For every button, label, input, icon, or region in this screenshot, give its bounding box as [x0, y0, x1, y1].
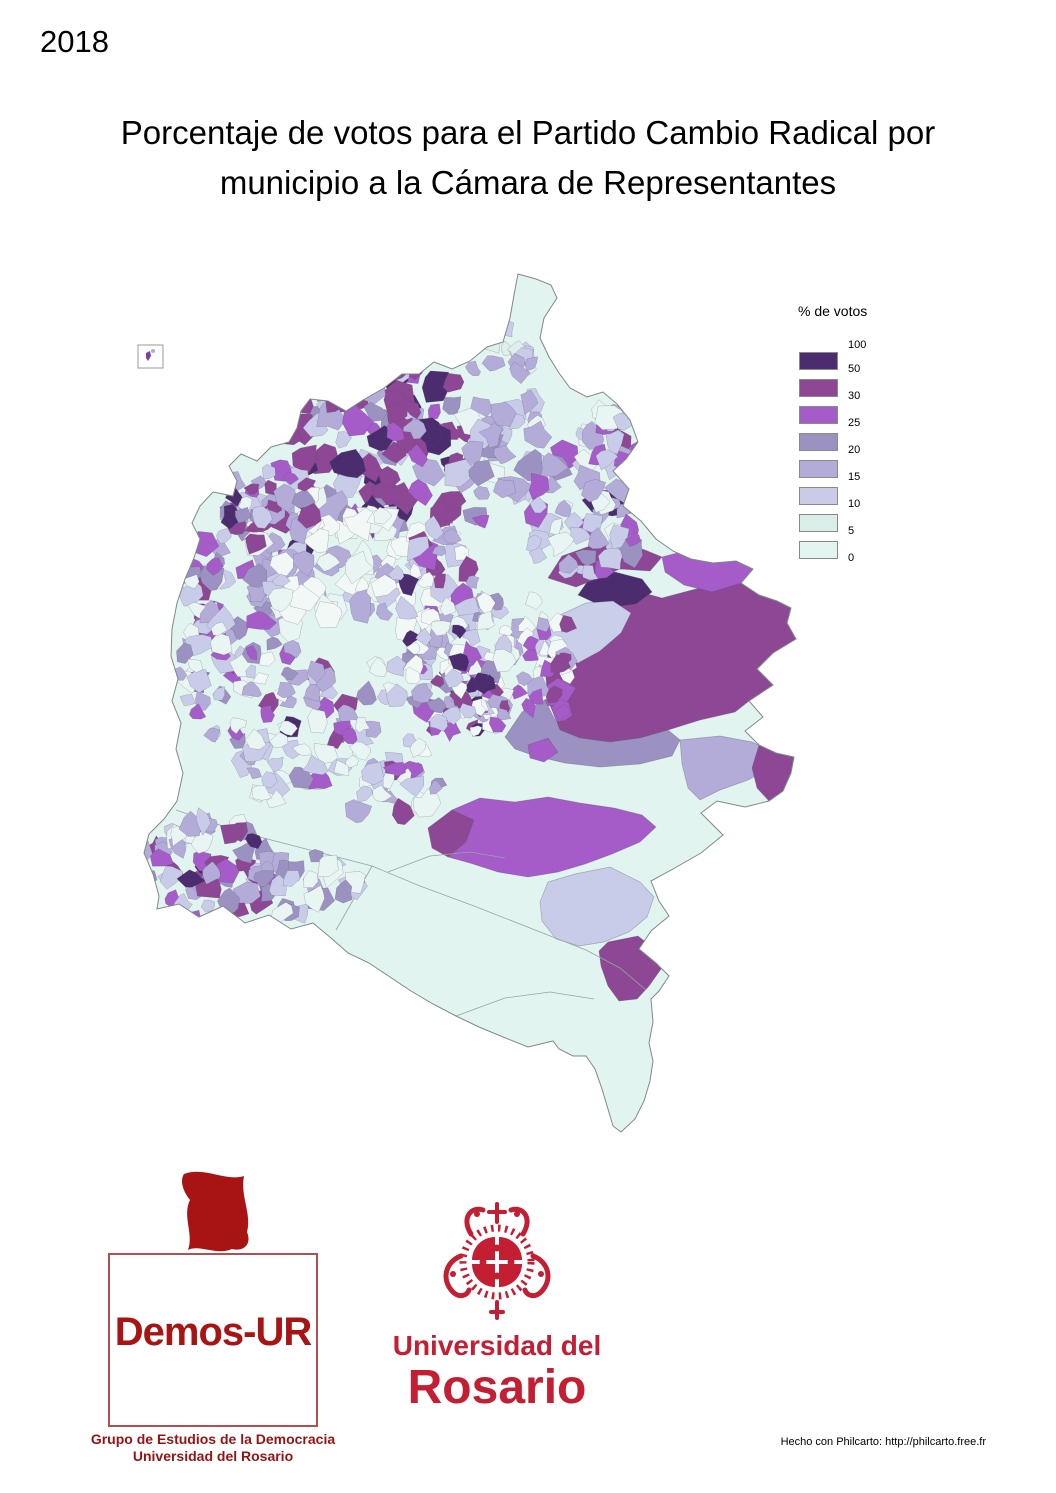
inset-island-main	[146, 351, 151, 361]
legend-label-30: 30	[848, 390, 861, 402]
map-cluster-cesar	[444, 388, 579, 543]
demos-ur-caption-line2: Universidad del Rosario	[132, 1448, 294, 1464]
map-cluster-valle-cauca	[227, 639, 339, 809]
legend-label-5: 5	[848, 525, 855, 537]
map-cluster-narino	[144, 807, 290, 928]
demos-ur-caption: Grupo de Estudios de la Democracia Unive…	[60, 1431, 366, 1465]
demos-ur-caption-line1: Grupo de Estudios de la Democracia	[90, 1431, 336, 1447]
page-title-line1: Porcentaje de votos para el Partido Camb…	[120, 114, 936, 151]
map-region-vaupes	[539, 866, 655, 947]
rosario-logo-line2: Rosario	[407, 1361, 587, 1414]
inset-box-san-andres	[137, 344, 164, 369]
map-region-guainia-lavender	[679, 735, 777, 801]
legend-swatch-7	[799, 541, 838, 559]
demos-ur-logo-box	[108, 1253, 318, 1427]
legend-label-50: 50	[848, 363, 861, 375]
rosario-logo-line1: Universidad del	[392, 1330, 602, 1361]
legend-swatch-1	[799, 379, 838, 397]
page-title: Porcentaje de votos para el Partido Camb…	[0, 108, 1056, 208]
legend-label-25: 25	[848, 417, 861, 429]
legend-label-10: 10	[848, 498, 861, 510]
legend-title: % de votos	[798, 303, 868, 319]
legend-swatch-4	[799, 460, 838, 478]
demos-ur-logo-text: Demos-UR	[114, 1310, 312, 1354]
legend-swatch-0	[799, 352, 838, 370]
legend-swatch-2	[799, 406, 838, 424]
page-title-line2: municipio a la Cámara de Representantes	[219, 164, 837, 201]
map-cluster-piedmont-specks	[522, 614, 578, 723]
map-cluster-santander	[523, 479, 643, 581]
legend-label-20: 20	[848, 444, 861, 456]
legend-swatch-3	[799, 433, 838, 451]
legend-swatch-5	[799, 487, 838, 505]
legend-label-0: 0	[848, 552, 855, 564]
legend-label-15: 15	[848, 471, 861, 483]
legend-swatch-6	[799, 514, 838, 532]
philcarto-credit: Hecho con Philcarto: http://philcarto.fr…	[780, 1436, 986, 1448]
map-cluster-putumayo	[247, 848, 368, 926]
inset-island-dot	[151, 349, 155, 353]
year-label: 2018	[40, 24, 109, 59]
map-cluster-boyaca	[401, 582, 577, 725]
map-cluster-uraba	[219, 459, 322, 555]
map-cluster-choco	[173, 557, 236, 743]
legend-label-100: 100	[848, 339, 867, 351]
map-region-piedmont-b	[527, 737, 559, 763]
map-cluster-tolima-huila	[326, 655, 448, 825]
